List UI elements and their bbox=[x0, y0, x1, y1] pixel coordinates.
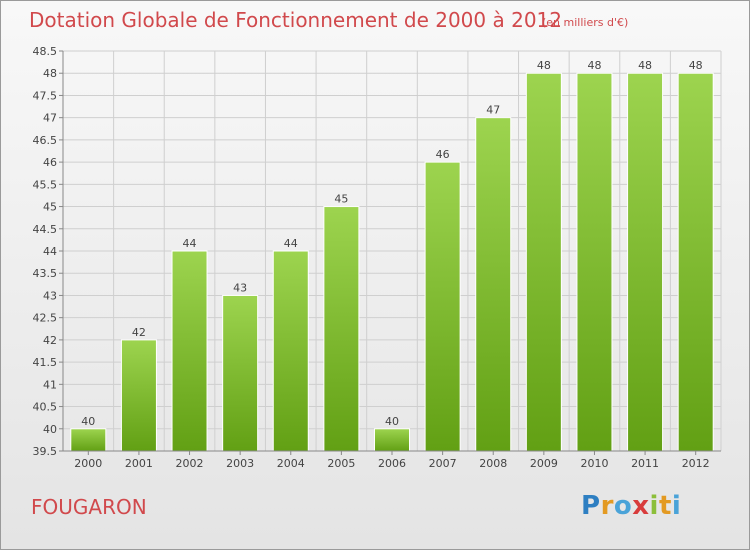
x-tick-label: 2000 bbox=[74, 457, 102, 470]
data-label: 48 bbox=[638, 59, 652, 72]
logo-letter: i bbox=[649, 491, 659, 521]
bar bbox=[70, 428, 107, 452]
x-tick-label: 2003 bbox=[226, 457, 254, 470]
x-tick-label: 2002 bbox=[176, 457, 204, 470]
y-tick-label: 39.5 bbox=[33, 445, 58, 458]
x-tick-label: 2012 bbox=[682, 457, 710, 470]
data-label: 46 bbox=[436, 148, 450, 161]
y-tick-label: 40 bbox=[43, 423, 57, 436]
bar bbox=[576, 72, 613, 452]
logo-letter: P bbox=[581, 491, 601, 521]
x-tick-label: 2008 bbox=[479, 457, 507, 470]
y-tick-label: 46.5 bbox=[33, 134, 58, 147]
y-tick-label: 41.5 bbox=[33, 356, 58, 369]
bar bbox=[677, 72, 714, 452]
x-tick-label: 2006 bbox=[378, 457, 406, 470]
unit-label: (en milliers d'€) bbox=[542, 16, 629, 29]
x-tick-label: 2005 bbox=[327, 457, 355, 470]
y-tick-label: 47.5 bbox=[33, 89, 58, 102]
logo-letter: x bbox=[632, 491, 650, 521]
bars bbox=[70, 72, 714, 452]
logo-letter: o bbox=[613, 491, 633, 521]
y-tick-label: 44 bbox=[43, 245, 57, 258]
data-label: 45 bbox=[334, 193, 348, 206]
y-tick-label: 48 bbox=[43, 67, 57, 80]
x-tick-label: 2001 bbox=[125, 457, 153, 470]
y-tick-label: 41 bbox=[43, 378, 57, 391]
data-label: 44 bbox=[284, 237, 298, 250]
y-tick-label: 45 bbox=[43, 201, 57, 214]
x-tick-label: 2009 bbox=[530, 457, 558, 470]
logo-letter: r bbox=[600, 491, 614, 521]
y-tick-label: 46 bbox=[43, 156, 57, 169]
axes bbox=[59, 50, 721, 455]
data-label: 47 bbox=[486, 104, 500, 117]
logo-letter: i bbox=[671, 491, 682, 521]
data-label: 48 bbox=[689, 59, 703, 72]
bar bbox=[272, 250, 309, 452]
bar bbox=[627, 72, 664, 452]
labels: 39.5 40 40.5 41 41.5 42 42.5 43 43.5 44 44.5 45 45.5… bbox=[33, 45, 710, 470]
gridlines bbox=[62, 50, 722, 452]
y-tick-label: 45.5 bbox=[33, 178, 58, 191]
logo-letter: t bbox=[658, 491, 672, 521]
bar bbox=[374, 428, 410, 452]
x-tick-label: 2004 bbox=[277, 457, 305, 470]
y-tick-label: 40.5 bbox=[33, 401, 58, 414]
data-label: 40 bbox=[81, 415, 95, 428]
data-label: 44 bbox=[183, 237, 197, 250]
y-tick-label: 42 bbox=[43, 334, 57, 347]
y-tick-label: 47 bbox=[43, 112, 57, 125]
data-label: 40 bbox=[385, 415, 399, 428]
bar bbox=[424, 161, 461, 452]
y-tick-label: 43 bbox=[43, 289, 57, 302]
x-tick-label: 2007 bbox=[429, 457, 457, 470]
x-tick-label: 2011 bbox=[631, 457, 659, 470]
bar bbox=[222, 294, 259, 452]
y-tick-label: 43.5 bbox=[33, 267, 58, 280]
y-tick-label: 48.5 bbox=[33, 45, 58, 58]
data-label: 42 bbox=[132, 326, 146, 339]
proxiti-logo: Proxiti bbox=[581, 491, 681, 521]
x-tick-label: 2010 bbox=[580, 457, 608, 470]
commune-name: FOUGARON bbox=[31, 495, 147, 519]
data-label: 43 bbox=[233, 281, 247, 294]
y-tick-label: 44.5 bbox=[33, 223, 58, 236]
bar bbox=[323, 206, 360, 452]
bar bbox=[525, 72, 562, 452]
data-label: 48 bbox=[537, 59, 551, 72]
data-label: 48 bbox=[587, 59, 601, 72]
bar bbox=[120, 339, 157, 452]
bar bbox=[171, 250, 208, 452]
chart-title: Dotation Globale de Fonctionnement de 20… bbox=[29, 8, 562, 32]
y-tick-label: 42.5 bbox=[33, 312, 58, 325]
bar bbox=[475, 117, 512, 452]
